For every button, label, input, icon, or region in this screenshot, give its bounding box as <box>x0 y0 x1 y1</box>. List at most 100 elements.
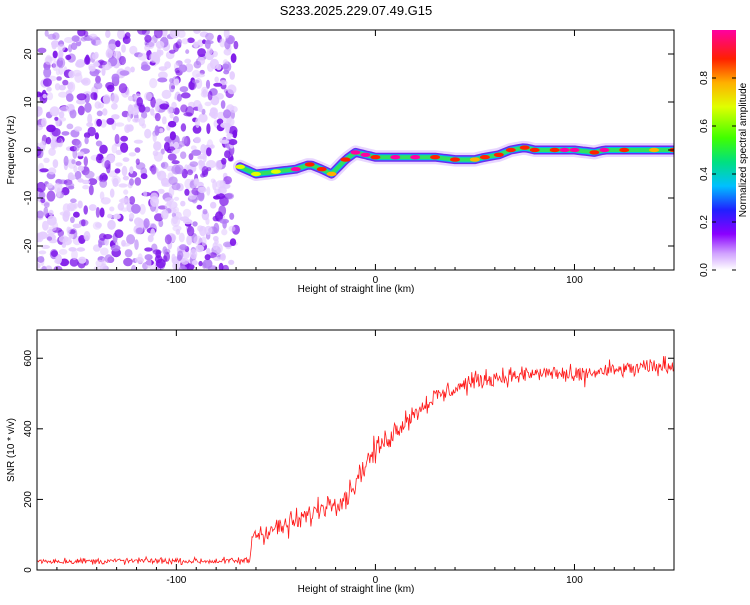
noise-blob <box>95 207 100 218</box>
noise-blob <box>42 93 47 99</box>
noise-blob <box>183 112 193 117</box>
noise-blob <box>78 256 87 264</box>
noise-blob <box>74 170 82 180</box>
noise-blob <box>213 256 222 261</box>
noise-blob <box>44 56 53 65</box>
noise-blob <box>180 200 186 207</box>
noise-blob <box>115 162 123 167</box>
noise-blob <box>122 157 130 162</box>
noise-blob <box>126 234 136 245</box>
noise-blob <box>173 141 180 149</box>
noise-blob <box>156 49 162 58</box>
noise-blob <box>180 123 187 132</box>
noise-blob <box>180 151 187 159</box>
noise-blob <box>114 168 121 174</box>
noise-blob <box>127 95 134 102</box>
noise-blob <box>144 254 153 261</box>
noise-blob <box>82 185 90 190</box>
noise-blob <box>144 128 152 139</box>
noise-blob <box>150 228 156 237</box>
ridge-point <box>235 164 245 169</box>
noise-blob <box>220 253 226 261</box>
ridge-point <box>619 147 630 153</box>
noise-blob <box>71 35 80 42</box>
noise-blob <box>228 259 235 265</box>
noise-blob <box>229 238 237 247</box>
noise-blob <box>98 241 103 248</box>
noise-blob <box>153 151 163 162</box>
noise-blob <box>153 30 163 39</box>
noise-blob <box>220 122 229 128</box>
noise-blob <box>136 97 143 107</box>
noise-blob <box>173 196 180 201</box>
noise-blob <box>58 111 65 119</box>
noise-blob <box>171 101 177 109</box>
noise-blob <box>177 30 186 38</box>
noise-blob <box>159 103 170 110</box>
noise-blob <box>191 259 198 266</box>
noise-blob <box>102 94 111 105</box>
noise-blob <box>54 83 61 91</box>
noise-blob <box>147 234 154 243</box>
noise-blob <box>190 145 197 150</box>
noise-blob <box>93 265 104 270</box>
noise-blob <box>185 49 190 54</box>
noise-blob <box>189 161 199 168</box>
noise-blob <box>143 218 150 229</box>
noise-blob <box>215 160 223 171</box>
noise-blob <box>193 235 202 245</box>
noise-blob <box>205 248 211 255</box>
noise-blob <box>56 76 62 81</box>
colorbar-tick-label: 0.2 <box>699 215 710 229</box>
noise-blob <box>123 189 129 195</box>
noise-blob <box>105 30 111 38</box>
ridge-point <box>350 150 361 155</box>
noise-blob <box>193 41 199 48</box>
noise-blob <box>227 84 237 95</box>
noise-blob <box>122 35 131 45</box>
noise-blob <box>75 61 85 68</box>
noise-blob <box>96 110 103 117</box>
noise-blob <box>194 136 201 144</box>
noise-blob <box>131 264 137 270</box>
noise-blob <box>77 151 85 156</box>
noise-blob <box>37 210 44 219</box>
noise-blob <box>73 211 80 218</box>
snr-series-line <box>37 356 674 565</box>
noise-blob <box>119 55 126 66</box>
noise-blob <box>115 40 121 48</box>
noise-blob <box>198 113 208 123</box>
noise-blob <box>228 225 236 232</box>
noise-blob <box>143 190 148 197</box>
noise-blob <box>186 225 195 237</box>
noise-blob <box>229 212 235 220</box>
noise-blob <box>228 139 238 146</box>
noise-blob <box>220 100 226 109</box>
noise-blob <box>226 133 234 138</box>
colorbar-tick-label: 0.4 <box>699 167 710 181</box>
noise-blob <box>182 250 190 259</box>
noise-blob <box>186 235 193 246</box>
noise-blob <box>107 213 113 219</box>
noise-blob <box>121 165 128 177</box>
noise-blob <box>47 33 57 40</box>
noise-blob <box>52 140 58 149</box>
noise-blob <box>69 109 77 119</box>
noise-blob <box>46 92 54 101</box>
noise-blob <box>42 220 49 231</box>
noise-blob <box>205 79 211 89</box>
noise-blob <box>92 221 102 230</box>
noise-blob <box>46 190 56 202</box>
noise-blob <box>118 183 128 188</box>
noise-blob <box>201 236 207 247</box>
noise-blob <box>105 48 114 59</box>
noise-blob <box>37 142 41 148</box>
colorbar-label: Normalized spectral amplitude <box>738 82 749 217</box>
noise-blob <box>201 86 209 95</box>
noise-blob <box>150 196 159 207</box>
noise-blob <box>124 249 133 258</box>
noise-blob <box>38 250 47 255</box>
noise-blob <box>114 122 125 127</box>
noise-blob <box>106 117 115 125</box>
